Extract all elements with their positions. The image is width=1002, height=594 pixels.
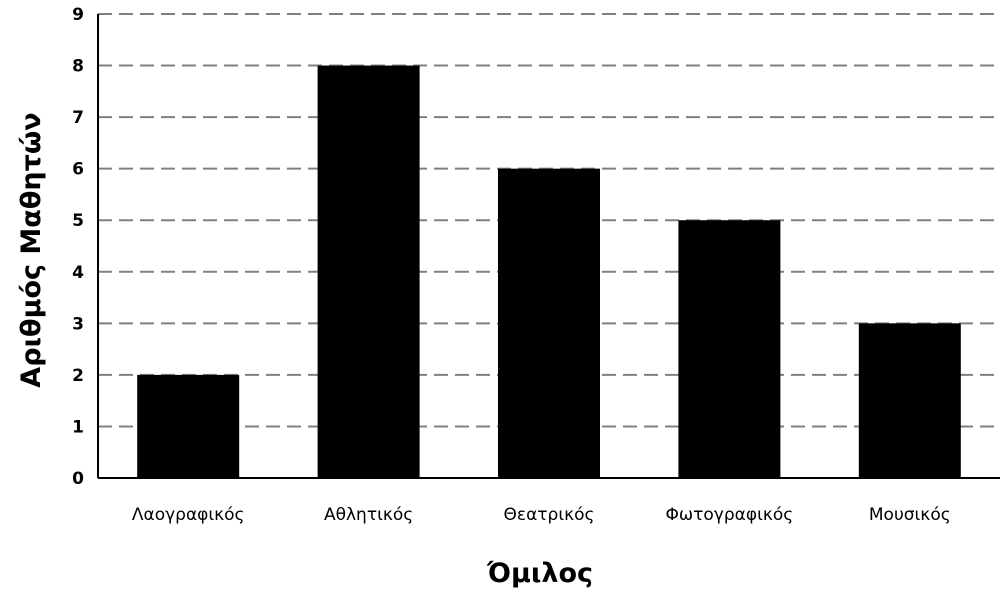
y-tick-label: 0 <box>72 469 84 489</box>
y-tick-labels: 0 1 2 3 4 5 6 7 8 9 <box>72 5 84 489</box>
y-tick-label: 8 <box>72 57 84 77</box>
bar-2 <box>498 168 600 478</box>
bar-1 <box>317 65 420 479</box>
y-tick-label: 6 <box>72 160 84 180</box>
x-tick-label: Μουσικός <box>869 505 951 525</box>
y-tick-label: 4 <box>72 263 84 283</box>
y-tick-label: 3 <box>72 314 84 334</box>
x-tick-labels: Λαογραφικός Αθλητικός Θεατρικός Φωτογραφικό… <box>132 505 951 525</box>
y-tick-label: 7 <box>72 108 84 128</box>
y-axis-title: Αριθμός Μαθητών <box>16 112 47 387</box>
x-tick-label: Φωτογραφικός <box>666 505 794 525</box>
bar-0 <box>137 374 240 478</box>
x-axis-title: Όμιλος <box>486 558 593 589</box>
x-tick-label: Αθλητικός <box>324 505 413 525</box>
bar-3 <box>678 220 781 478</box>
bars <box>137 65 961 479</box>
y-tick-label: 1 <box>72 417 84 437</box>
y-tick-label: 2 <box>72 366 84 386</box>
x-tick-label: Λαογραφικός <box>132 505 245 525</box>
bar-4 <box>858 323 961 478</box>
y-tick-label: 9 <box>72 5 84 25</box>
x-tick-label: Θεατρικός <box>504 505 595 525</box>
y-tick-label: 5 <box>72 211 84 231</box>
